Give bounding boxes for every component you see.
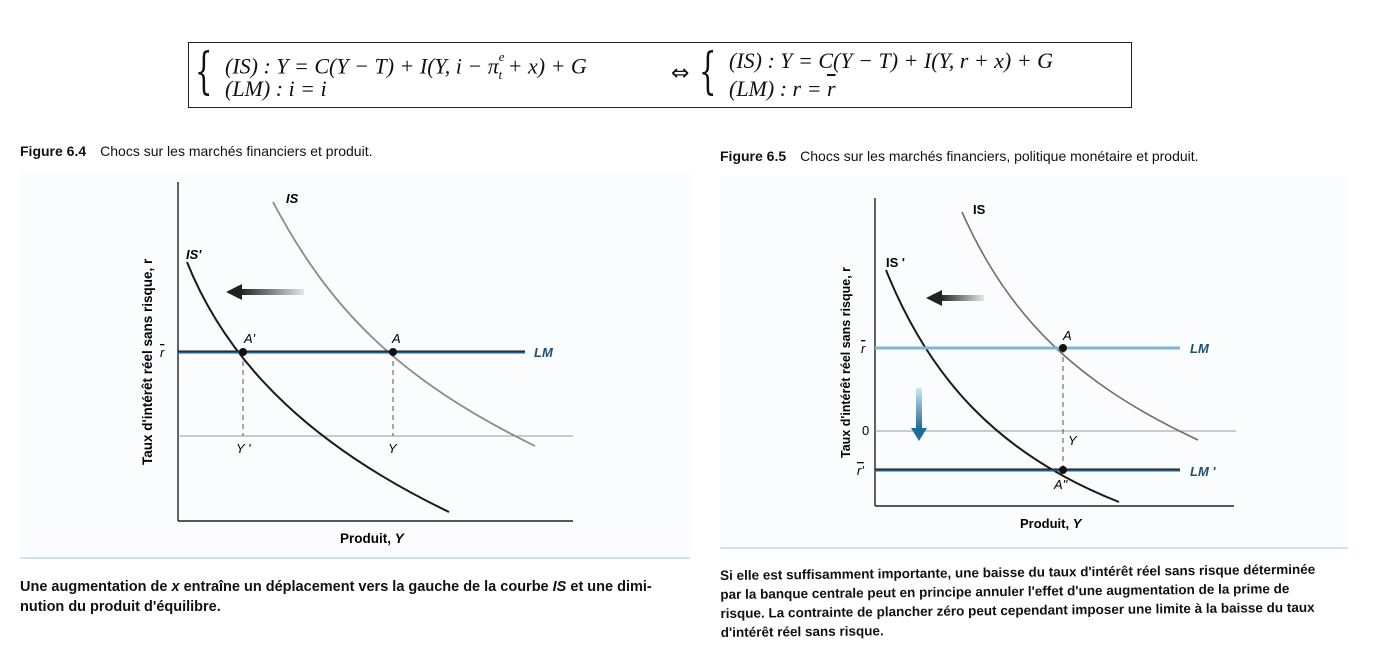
fig1-label-ISp: IS' [186, 247, 202, 262]
figure-6-5-number: Figure 6.5 [720, 148, 787, 164]
fig2-is-curve [961, 211, 1199, 441]
figure-6-5-panel [720, 176, 1348, 548]
fig2-label-LMp: LM ' [1190, 464, 1216, 479]
fig2-label-A: A [1062, 328, 1072, 343]
figure-6-4-title: Chocs sur les marchés financiers et prod… [100, 143, 373, 159]
left-brace: { [195, 42, 213, 100]
fig2-y-axis-label: Taux d'intérêt réel sans risque, r [839, 267, 853, 458]
figure-6-4-diagram: IS IS' LM r A A' Y Y ' Produit, Y Taux d… [140, 182, 573, 546]
fig1-label-Y: Y [388, 441, 398, 456]
fig2-label-LM: LM [1190, 341, 1210, 356]
fig1-point-Ap [239, 348, 247, 356]
fig2-x-axis-label: Produit, Y [1020, 516, 1083, 531]
fig1-label-rbar: r [160, 345, 165, 360]
fig1-label-A: A [391, 331, 401, 346]
fig1-label-Yp: Y ' [236, 441, 251, 456]
right-brace: { [699, 42, 717, 100]
fig2-label-IS: IS [973, 202, 986, 217]
fig1-caption-line2: nution du produit d'équilibre. [20, 599, 221, 615]
equation-box: { (IS) : Y = C(Y − T) + I(Y, i − πet + x… [188, 42, 1132, 108]
fig2-point-A [1059, 344, 1067, 352]
equivalence-symbol: ⇔ [671, 61, 690, 86]
fig1-x-axis-label: Produit, Y [340, 531, 406, 546]
figure-6-4-caption: Une augmentation de x entraîne un déplac… [20, 577, 710, 617]
fig2-rate-arrow-shaft [916, 388, 922, 428]
figure-6-5-title: Chocs sur les marchés financiers, politi… [800, 148, 1199, 164]
fig2-point-App [1059, 466, 1067, 474]
fig1-label-Ap: A' [243, 331, 256, 346]
fig2-label-rbarp: r' [857, 463, 864, 478]
equation-right-line2: (LM) : r = r [729, 76, 836, 101]
fig1-label-IS: IS [286, 191, 299, 206]
fig2-rate-arrow-head [911, 428, 927, 441]
fig2-is-prime-curve [885, 269, 1120, 503]
fig2-label-ISp: IS ' [886, 255, 905, 270]
fig1-point-A [389, 348, 397, 356]
equation-left-system: { (IS) : Y = C(Y − T) + I(Y, i − πet + x… [195, 43, 655, 103]
fig1-label-LM: LM [534, 345, 554, 360]
equation-right-system: { (IS) : Y = C(Y − T) + I(Y, r + x) + G … [699, 43, 1129, 103]
fig2-shift-arrow-head [926, 290, 942, 306]
fig1-shift-arrow-shaft [240, 289, 304, 295]
fig2-label-App: A" [1053, 477, 1069, 492]
figure-6-5-caption: Si elle est suffisamment importante, une… [720, 559, 1361, 642]
figure-6-4-number: Figure 6.4 [20, 143, 87, 159]
fig1-y-axis-label: Taux d'intérêt réel sans risque, r [140, 258, 155, 465]
fig1-is-prime-curve [186, 261, 450, 513]
figure-6-4-panel [20, 170, 690, 558]
fig2-label-Y: Y [1068, 433, 1078, 448]
equation-left-line1: (IS) : Y = C(Y − T) + I(Y, i − πet + x) … [225, 49, 587, 82]
figure-6-5-header: Figure 6.5 Chocs sur les marchés financie… [720, 148, 1199, 164]
equation-right-line1: (IS) : Y = C(Y − T) + I(Y, r + x) + G [729, 48, 1053, 73]
fig2-label-rbar: r [861, 341, 866, 356]
fig2-shift-arrow-shaft [940, 295, 984, 301]
fig1-is-curve [272, 201, 536, 447]
fig1-caption-line1: Une augmentation de x entraîne un déplac… [20, 579, 652, 595]
figure-6-5-diagram: IS IS ' LM LM ' r r' 0 A A" Y Produit, Y… [839, 198, 1236, 531]
fig2-label-zero: 0 [862, 423, 869, 438]
fig1-shift-arrow-head [226, 284, 242, 300]
equation-left-line2: (LM) : i = i [225, 76, 327, 101]
figure-6-4-header: Figure 6.4 Chocs sur les marchés financie… [20, 143, 372, 159]
